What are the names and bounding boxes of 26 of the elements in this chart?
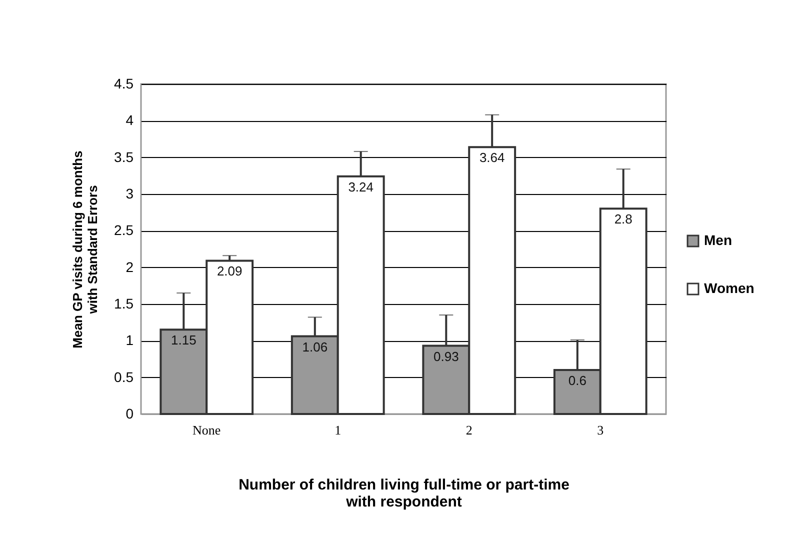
y-tick-label: 2	[126, 258, 134, 275]
data-label: 0.93	[434, 348, 459, 364]
data-label: 2.8	[614, 212, 632, 227]
y-tick-label: 2.5	[114, 222, 134, 238]
y-tick-label: 0	[126, 406, 134, 422]
y-tick-label: 1	[126, 332, 134, 348]
y-axis-title: Mean GP visits during 6 months with Standard Errors	[70, 150, 100, 348]
data-label: 2.09	[216, 264, 242, 279]
y-tick-label: 4	[126, 112, 134, 128]
legend-label: Men	[704, 232, 732, 248]
y-tick-label: 1.5	[114, 296, 134, 312]
x-tick-label: 3	[597, 422, 604, 438]
legend-label: Women	[704, 280, 754, 296]
data-label: 3.64	[479, 150, 505, 166]
y-tick-label: 4.5	[114, 76, 134, 92]
data-label: 3.24	[348, 179, 374, 194]
x-tick-label: None	[192, 422, 221, 438]
x-tick-label: 2	[466, 422, 472, 438]
y-tick-label: 3	[126, 186, 134, 202]
data-label: 0.6	[568, 373, 586, 388]
y-tick-label: 0.5	[114, 368, 134, 385]
x-tick-label: 1	[334, 422, 342, 438]
y-tick-label: 3.5	[114, 148, 134, 165]
data-label: 1.15	[171, 332, 196, 348]
x-axis-title: Number of children living full-time or part-time with respondent	[238, 476, 570, 510]
data-label: 1.06	[302, 339, 328, 354]
